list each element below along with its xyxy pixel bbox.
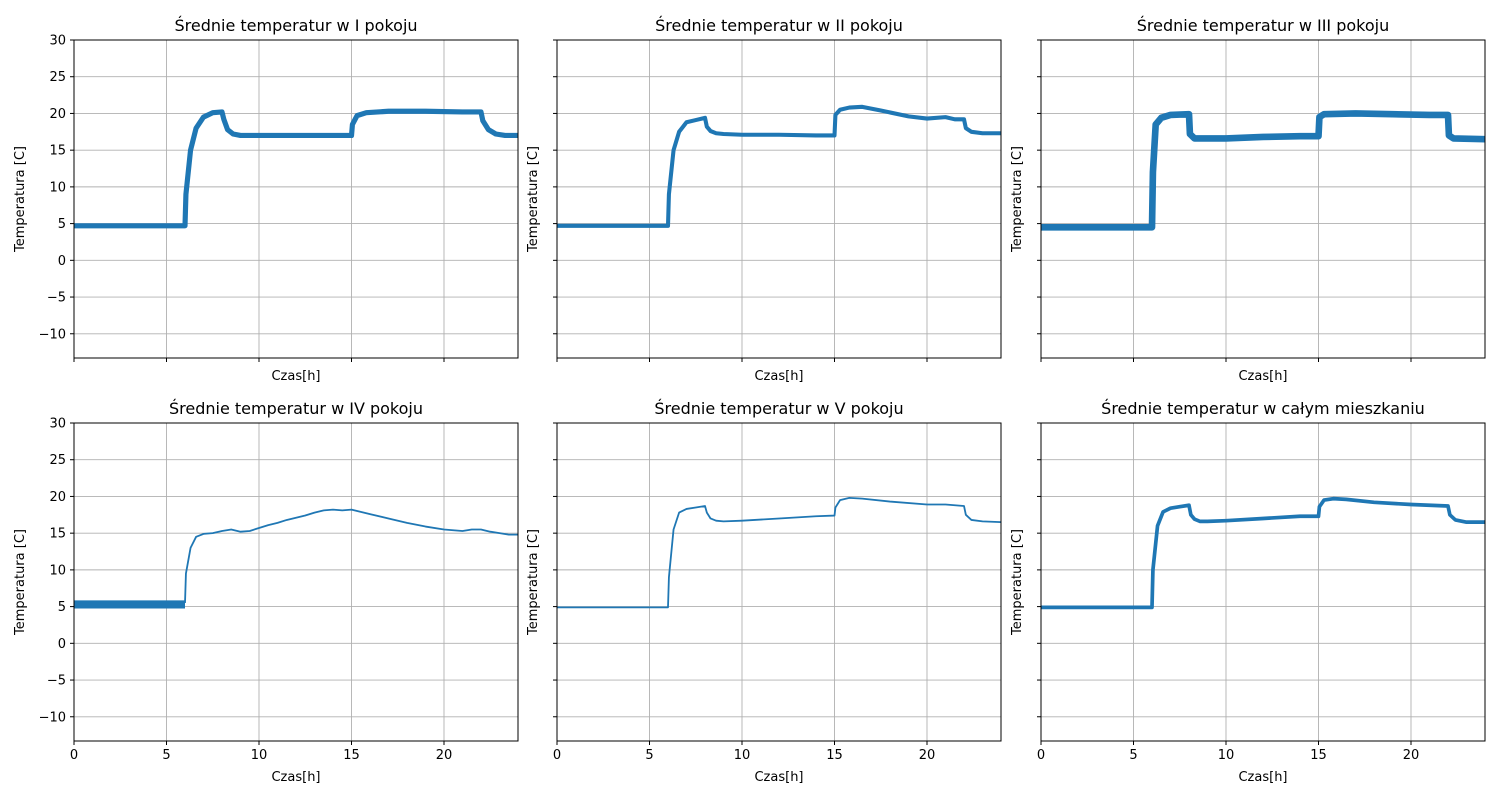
- plot-area: [74, 508, 518, 609]
- x-tick-label: 10: [1218, 748, 1235, 763]
- subplot-title: Średnie temperatur w V pokoju: [654, 399, 903, 418]
- x-tick-label: 5: [1129, 748, 1137, 763]
- y-axis-label: Temperatura [C]: [526, 529, 541, 636]
- y-axis-label: Temperatura [C]: [13, 146, 28, 253]
- x-axis-label: Czas[h]: [1238, 770, 1287, 785]
- y-tick-label: 10: [49, 563, 66, 578]
- y-axis-label: Temperatura [C]: [1010, 146, 1025, 253]
- plot-area: [74, 108, 518, 229]
- y-tick-label: 10: [49, 180, 66, 195]
- subplot-title: Średnie temperatur w IV pokoju: [169, 399, 423, 418]
- plot-area: [1041, 110, 1485, 231]
- temperature-series-line: [74, 108, 518, 229]
- y-tick-label: 0: [58, 637, 66, 652]
- subplot-5: 0 5 10 15 20 Średnie temperatur w V pokoju Cza…: [526, 399, 1002, 785]
- axes-frame: [1040, 422, 1486, 742]
- subplot-3: Średnie temperatur w III pokoju Czas[h] Te…: [1010, 16, 1486, 384]
- y-tick-label: 25: [49, 70, 66, 85]
- plot-area: [1041, 496, 1485, 610]
- x-tick-label: 20: [919, 748, 936, 763]
- axes-frame: [73, 422, 519, 742]
- y-tick-label: 5: [58, 600, 66, 615]
- axes-frame: [556, 39, 1002, 359]
- y-tick-label: 20: [49, 107, 66, 122]
- y-tick-label: −5: [47, 674, 66, 689]
- x-tick-label: 0: [1037, 748, 1045, 763]
- y-axis-label: Temperatura [C]: [1010, 529, 1025, 636]
- axes-frame: [556, 422, 1002, 742]
- x-axis-label: Czas[h]: [754, 770, 803, 785]
- subplot-title: Średnie temperatur w III pokoju: [1137, 16, 1390, 35]
- x-tick-label: 10: [251, 748, 268, 763]
- x-axis-label: Czas[h]: [271, 369, 320, 384]
- axes-frame: [1040, 39, 1486, 359]
- x-tick-label: 10: [734, 748, 751, 763]
- y-tick-label: −5: [47, 291, 66, 306]
- y-tick-label: 15: [49, 144, 66, 159]
- x-tick-label: 15: [1310, 748, 1327, 763]
- subplot-title: Średnie temperatur w II pokoju: [655, 16, 903, 35]
- subplot-title: Średnie temperatur w całym mieszkaniu: [1101, 399, 1425, 418]
- subplot-2: Średnie temperatur w II pokoju Czas[h] Tem…: [526, 16, 1002, 384]
- temperature-series-line: [1041, 496, 1485, 610]
- y-axis-label: Temperatura [C]: [526, 146, 541, 253]
- y-tick-label: 30: [49, 417, 66, 432]
- y-tick-label: 30: [49, 34, 66, 49]
- x-axis-label: Czas[h]: [754, 369, 803, 384]
- x-tick-label: 20: [1403, 748, 1420, 763]
- y-axis-label: Temperatura [C]: [13, 529, 28, 636]
- x-tick-label: 20: [436, 748, 453, 763]
- temperature-series-line: [557, 104, 1001, 228]
- temperature-series-line: [557, 497, 1001, 609]
- x-axis-label: Czas[h]: [1238, 369, 1287, 384]
- y-tick-label: 15: [49, 527, 66, 542]
- x-tick-label: 15: [343, 748, 360, 763]
- x-tick-label: 5: [645, 748, 653, 763]
- y-tick-label: 25: [49, 453, 66, 468]
- x-tick-label: 15: [826, 748, 843, 763]
- x-tick-label: 5: [162, 748, 170, 763]
- axes-frame: [73, 39, 519, 359]
- y-tick-label: 0: [58, 254, 66, 269]
- plot-area: [557, 104, 1001, 228]
- subplot-1: −10 −5 0 5 10 15 20 25 30 Średnie temperatur w I …: [13, 16, 519, 384]
- x-axis-label: Czas[h]: [271, 770, 320, 785]
- temperature-series-line: [184, 508, 518, 603]
- x-tick-label: 0: [70, 748, 78, 763]
- x-tick-label: 0: [553, 748, 561, 763]
- temperature-series-line: [1041, 110, 1485, 231]
- subplot-6: 0 5 10 15 20 Średnie temperatur w całym miesz…: [1010, 399, 1486, 785]
- subplot-title: Średnie temperatur w I pokoju: [174, 16, 417, 35]
- y-tick-label: −10: [39, 327, 66, 342]
- y-tick-label: 5: [58, 217, 66, 232]
- plot-area: [557, 497, 1001, 609]
- y-tick-label: −10: [39, 710, 66, 725]
- subplot-4: 0 5 10 15 20 −10 −5 0 5 10 15 20 25 30 Średnie tempera…: [13, 399, 519, 785]
- y-tick-label: 20: [49, 490, 66, 505]
